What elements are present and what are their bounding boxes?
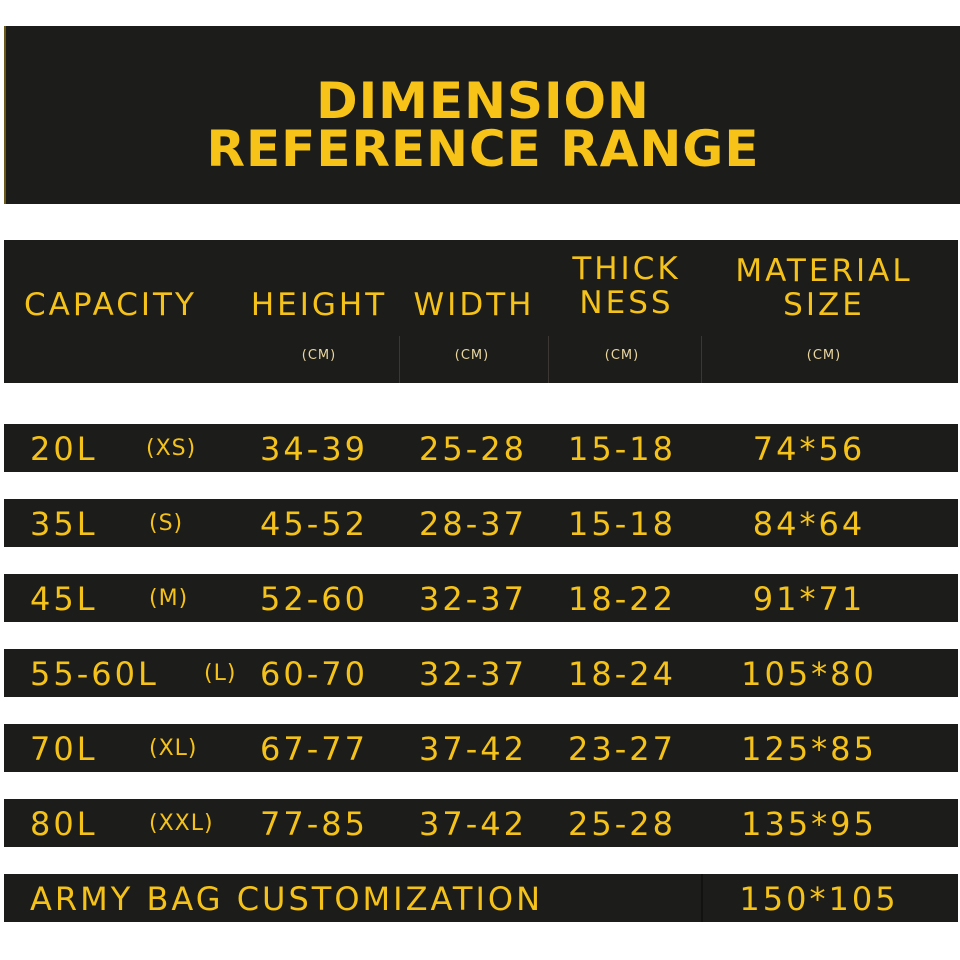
title-banner: DIMENSION REFERENCE RANGE xyxy=(4,26,960,204)
row-thickness: 25-28 xyxy=(568,805,676,843)
row-divider xyxy=(701,874,703,922)
row-material: 91*71 xyxy=(752,580,866,618)
row-capacity: 55-60L xyxy=(30,655,159,693)
table-header: CAPACITY HEIGHT WIDTH THICK NESS MATERIA… xyxy=(4,240,958,383)
row-thickness: 15-18 xyxy=(568,430,676,468)
row-height: 34-39 xyxy=(260,430,368,468)
row-height: 67-77 xyxy=(260,730,368,768)
title-line-2: REFERENCE RANGE xyxy=(206,120,760,178)
row-material: 84*64 xyxy=(752,505,866,543)
row-size: (XS) xyxy=(146,436,197,461)
row-size: (L) xyxy=(204,661,237,686)
header-divider xyxy=(548,336,549,383)
row-height: 77-85 xyxy=(260,805,368,843)
unit-thickness: (CM) xyxy=(604,348,640,363)
row-material: 125*85 xyxy=(741,730,877,768)
row-capacity: 45L xyxy=(30,580,98,618)
header-thickness-line-1: THICK xyxy=(572,251,681,287)
row-width: 32-37 xyxy=(419,655,527,693)
row-thickness: 23-27 xyxy=(568,730,676,768)
row-thickness: 18-24 xyxy=(568,655,676,693)
header-capacity: CAPACITY xyxy=(24,287,197,323)
row-capacity: 20L xyxy=(30,430,98,468)
row-material: 135*95 xyxy=(741,805,877,843)
row-height: 60-70 xyxy=(260,655,368,693)
row-material: 74*56 xyxy=(752,430,866,468)
row-size: (S) xyxy=(149,511,184,536)
row-width: 28-37 xyxy=(419,505,527,543)
table-row: 20L (XS) 34-39 25-28 15-18 74*56 xyxy=(4,424,958,472)
table-row: 45L (M) 52-60 32-37 18-22 91*71 xyxy=(4,574,958,622)
header-divider xyxy=(701,336,702,383)
row-height: 45-52 xyxy=(260,505,368,543)
row-capacity: 70L xyxy=(30,730,98,768)
header-height: HEIGHT xyxy=(250,287,388,323)
header-divider xyxy=(399,336,400,383)
row-thickness: 18-22 xyxy=(568,580,676,618)
unit-height: (CM) xyxy=(301,348,337,363)
row-width: 32-37 xyxy=(419,580,527,618)
header-material-line-2: SIZE xyxy=(783,287,865,323)
row-thickness: 15-18 xyxy=(568,505,676,543)
header-thickness-line-2: NESS xyxy=(579,285,674,321)
title-line-1: DIMENSION xyxy=(316,72,650,130)
table-row: 55-60L (L) 60-70 32-37 18-24 105*80 xyxy=(4,649,958,697)
unit-material: (CM) xyxy=(806,348,842,363)
row-width: 25-28 xyxy=(419,430,527,468)
row-width: 37-42 xyxy=(419,805,527,843)
table-row: 35L (S) 45-52 28-37 15-18 84*64 xyxy=(4,499,958,547)
row-height: 52-60 xyxy=(260,580,368,618)
unit-width: (CM) xyxy=(454,348,490,363)
row-capacity: 35L xyxy=(30,505,98,543)
row-width: 37-42 xyxy=(419,730,527,768)
table-row: 70L (XL) 67-77 37-42 23-27 125*85 xyxy=(4,724,958,772)
custom-material: 150*105 xyxy=(739,880,899,918)
row-capacity: 80L xyxy=(30,805,98,843)
custom-row: ARMY BAG CUSTOMIZATION 150*105 xyxy=(4,874,958,922)
row-size: (M) xyxy=(149,586,189,611)
custom-label: ARMY BAG CUSTOMIZATION xyxy=(30,880,543,918)
row-material: 105*80 xyxy=(741,655,877,693)
header-width: WIDTH xyxy=(413,287,535,323)
header-material-line-1: MATERIAL xyxy=(735,253,913,289)
row-size: (XL) xyxy=(149,736,198,761)
table-row: 80L (XXL) 77-85 37-42 25-28 135*95 xyxy=(4,799,958,847)
row-size: (XXL) xyxy=(149,811,214,836)
